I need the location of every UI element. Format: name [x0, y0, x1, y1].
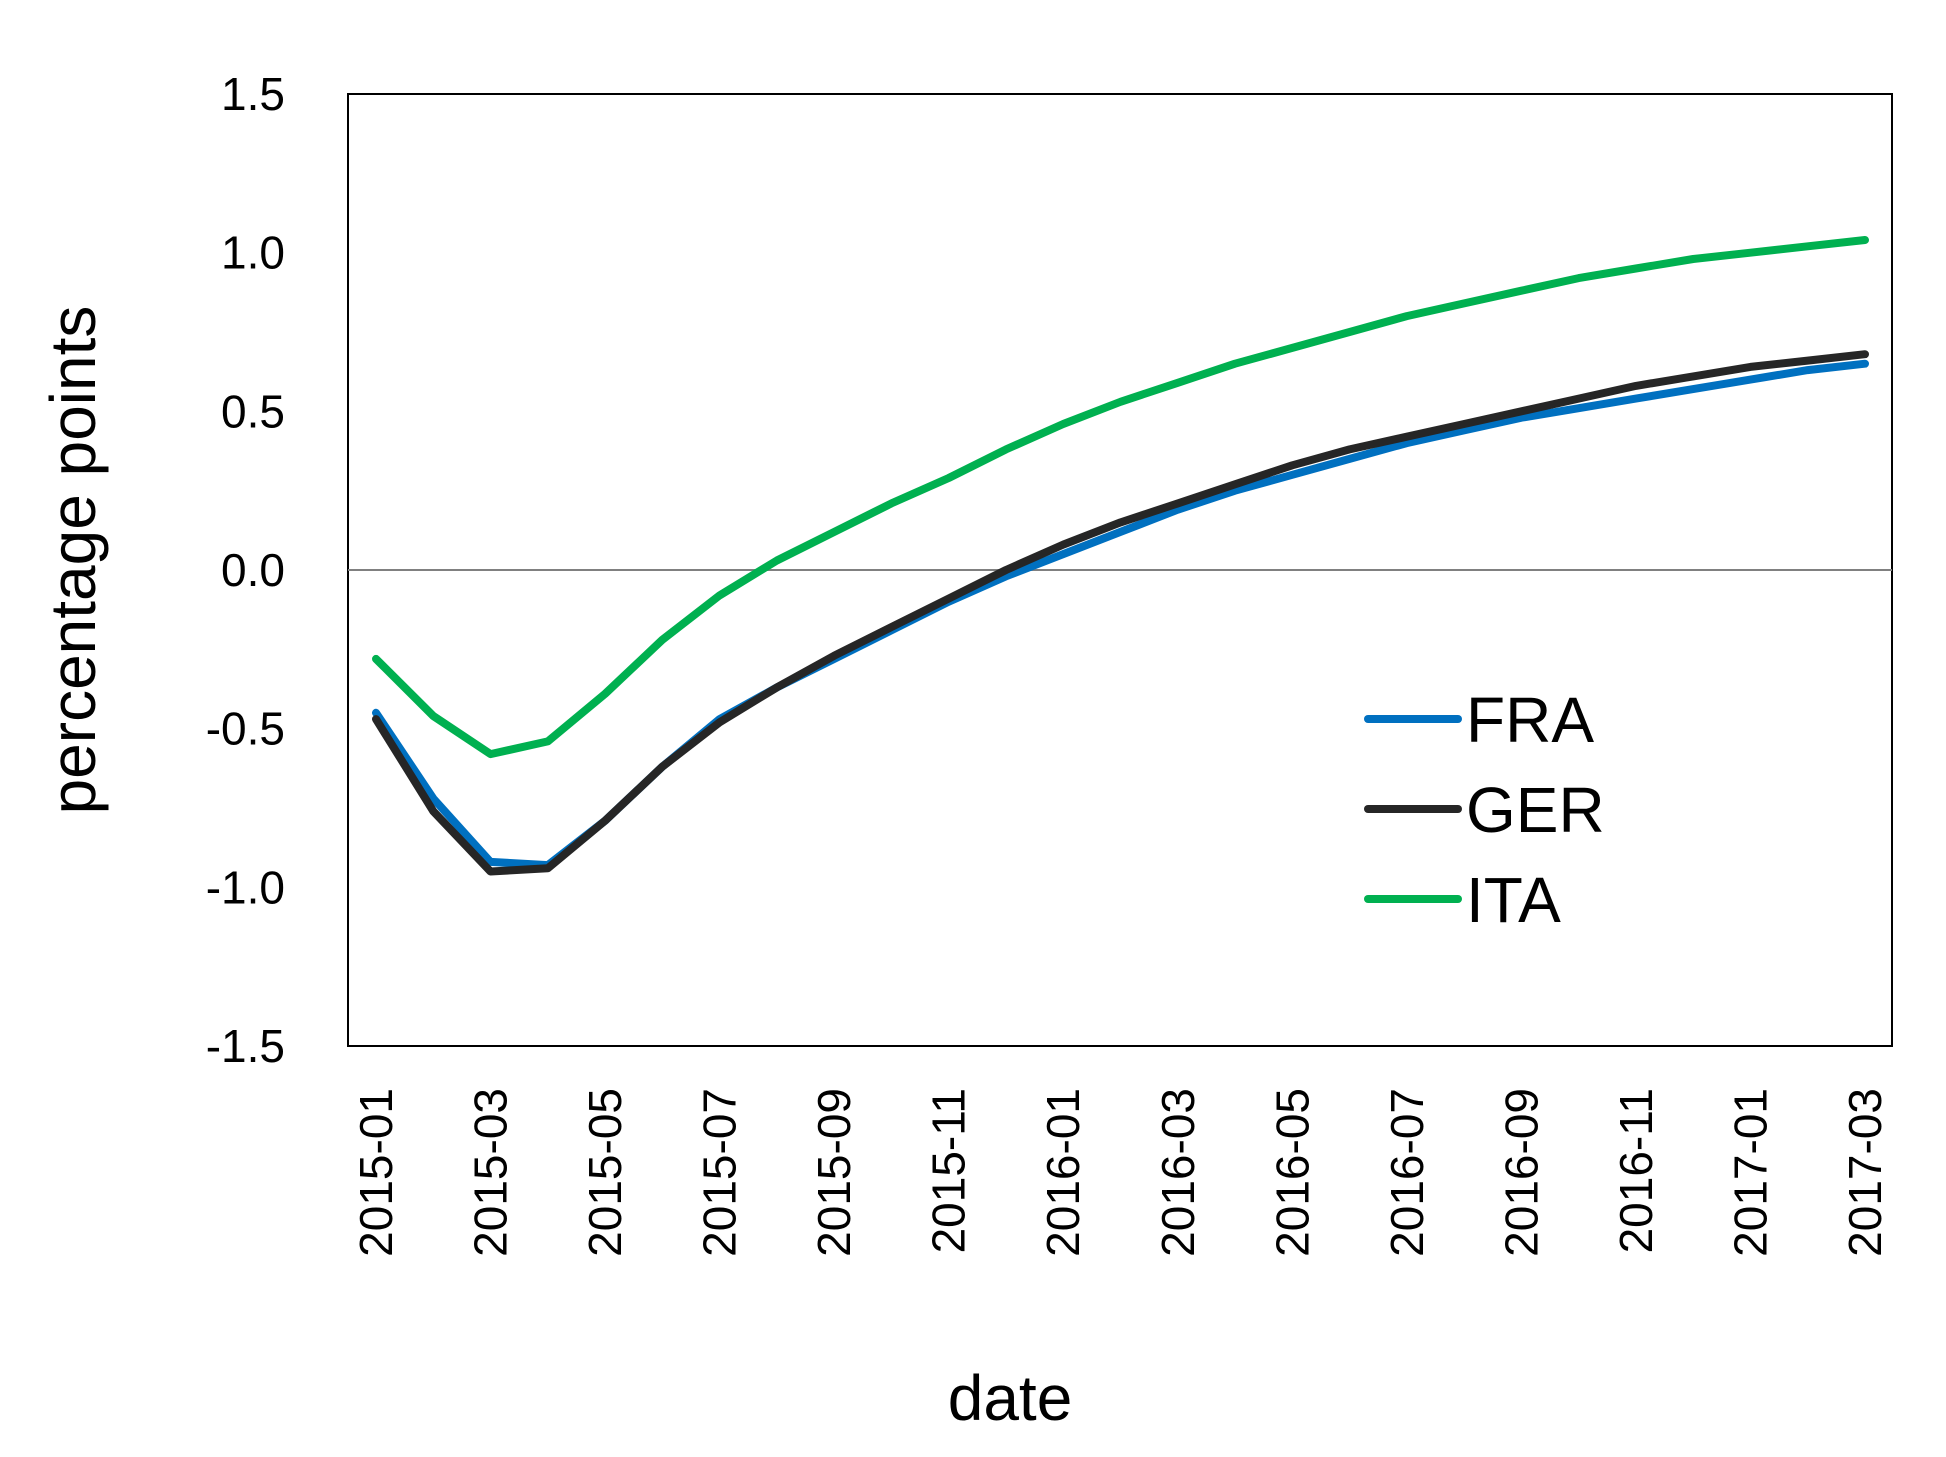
legend: FRA GER ITA: [1364, 684, 1605, 936]
series-layer: [372, 236, 1869, 876]
y-tick-label: -0.5: [206, 703, 285, 755]
x-tick-label: 2015-07: [694, 1088, 746, 1257]
x-tick-label: 2016-05: [1266, 1088, 1318, 1257]
x-tick-label: 2015-05: [579, 1088, 631, 1257]
x-tick-label: 2016-03: [1152, 1088, 1204, 1257]
y-tick-label: 0.5: [221, 385, 285, 437]
x-tick-label: 2017-01: [1724, 1088, 1776, 1257]
y-tick-label: 1.5: [221, 68, 285, 120]
x-tick-label: 2016-09: [1495, 1088, 1547, 1257]
legend-label-fra: FRA: [1466, 684, 1594, 756]
x-axis-label: date: [948, 1362, 1073, 1434]
y-tick-label: 0.0: [221, 544, 285, 596]
axes-layer: 1.5 1.0 0.5 0.0 -0.5 -1.0 -1.5 2015-01 2015-03 20…: [206, 68, 1893, 1257]
y-tick-label: 1.0: [221, 227, 285, 279]
x-tick-label: 2015-03: [465, 1088, 517, 1257]
legend-label-ger: GER: [1466, 774, 1605, 846]
series-line-fra: [372, 359, 1869, 870]
x-tick-label: 2016-07: [1381, 1088, 1433, 1257]
x-tick-label: 2016-11: [1610, 1088, 1662, 1253]
x-tick-label: 2015-11: [923, 1088, 975, 1253]
y-axis-label: percentage points: [37, 306, 109, 815]
y-tick-label: -1.5: [206, 1020, 285, 1072]
x-tick-label: 2015-01: [350, 1088, 402, 1257]
series-line-ger: [372, 350, 1869, 876]
y-tick-label: -1.0: [206, 861, 285, 913]
x-tick-label: 2016-01: [1037, 1088, 1089, 1257]
x-tick-label: 2017-03: [1839, 1088, 1891, 1257]
x-tick-label: 2015-09: [808, 1088, 860, 1257]
series-line-ita: [372, 236, 1869, 759]
legend-label-ita: ITA: [1466, 864, 1561, 936]
